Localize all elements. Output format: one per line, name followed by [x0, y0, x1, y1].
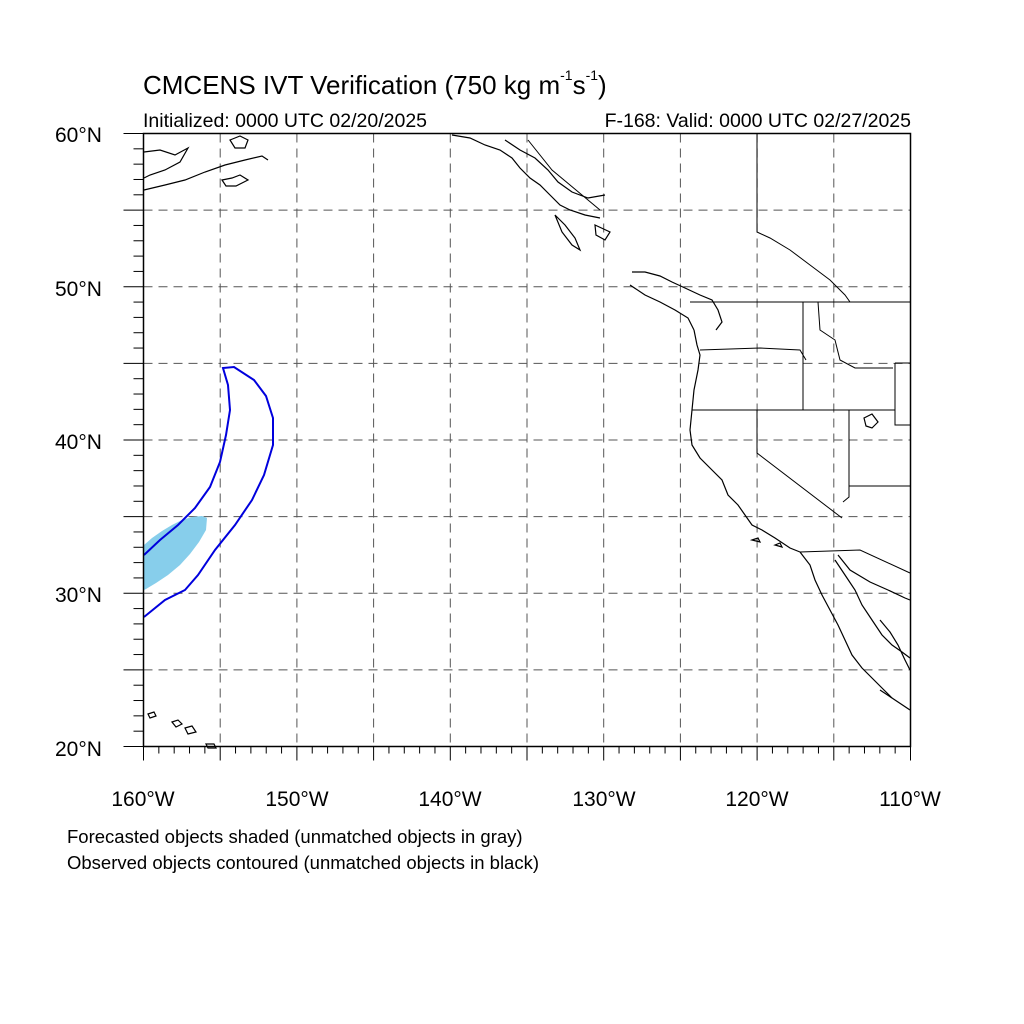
lat-label-50: 50°N [55, 278, 102, 301]
grid-lines [143, 133, 911, 747]
lat-label-40: 40°N [55, 431, 102, 454]
observed-object-contour [143, 365, 274, 618]
tick-marks [123, 133, 911, 761]
map-frame [142, 132, 912, 748]
lat-label-30: 30°N [55, 584, 102, 607]
valid-time-label: F-168: Valid: 0000 UTC 02/27/2025 [604, 110, 911, 132]
latitude-labels: 60°N 50°N 40°N 30°N 20°N [55, 124, 102, 761]
longitude-labels: 160°W 150°W 140°W 130°W 120°W 110°W [111, 788, 941, 811]
legend-note-forecast: Forecasted objects shaded (unmatched obj… [67, 826, 523, 847]
lat-label-20: 20°N [55, 738, 102, 761]
lon-label-160: 160°W [111, 788, 174, 811]
chart-title: CMCENS IVT Verification (750 kg m-1s-1) [143, 67, 607, 100]
initialized-label: Initialized: 0000 UTC 02/20/2025 [143, 110, 428, 132]
lon-label-150: 150°W [265, 788, 328, 811]
political-boundaries [527, 133, 911, 574]
lat-label-60: 60°N [55, 124, 102, 147]
lon-label-140: 140°W [418, 788, 481, 811]
lon-label-110: 110°W [879, 788, 941, 811]
lon-label-130: 130°W [572, 788, 635, 811]
legend-note-observed: Observed objects contoured (unmatched ob… [67, 852, 540, 873]
forecast-object-shaded [144, 516, 207, 590]
lon-label-120: 120°W [725, 788, 788, 811]
coastlines [143, 134, 911, 749]
